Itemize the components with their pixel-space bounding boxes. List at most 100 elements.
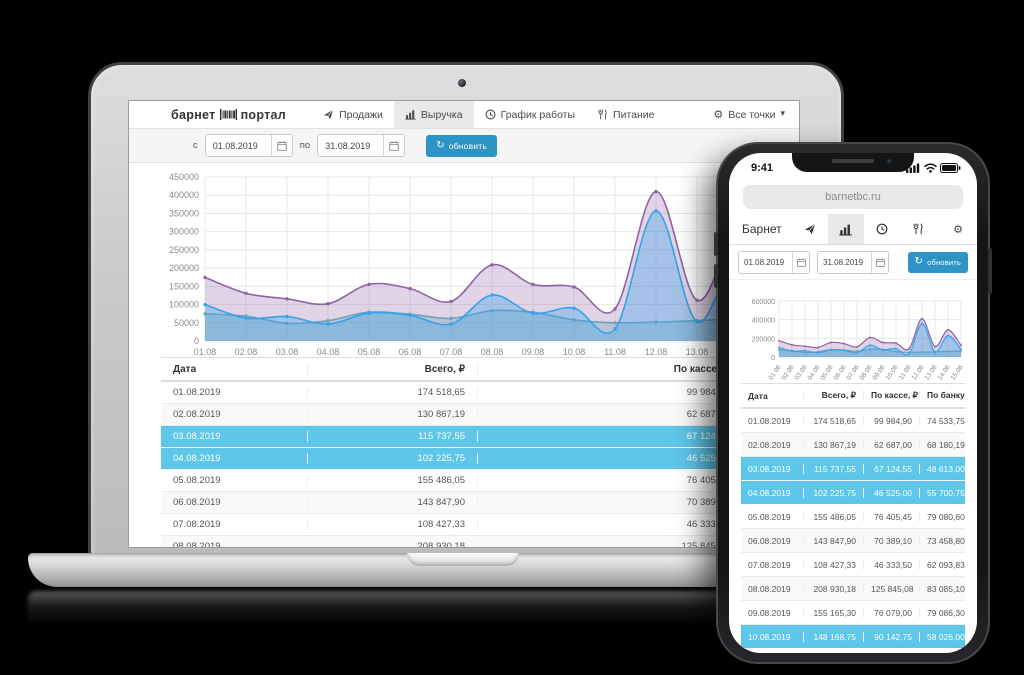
webcam-dot	[458, 79, 466, 87]
date-to-group	[317, 134, 406, 157]
cell-amount: 208 930,18	[803, 583, 863, 594]
status-bar: 9:41	[729, 153, 977, 179]
brand-text-left: барнет	[171, 107, 216, 122]
tab-schedule[interactable]: График работы	[474, 101, 586, 128]
calendar-icon[interactable]	[383, 135, 405, 156]
phone-notch	[792, 153, 914, 172]
tab-food[interactable]	[900, 214, 936, 244]
table-row[interactable]: 03.08.2019 115 737,55 67 124,55	[161, 426, 767, 448]
svg-text:13.08: 13.08	[686, 347, 709, 357]
table-row[interactable]: 04.08.2019 102 225,75 46 525,00 55 700,75	[741, 481, 965, 505]
cell-date: 04.08.2019	[748, 487, 791, 498]
table-row[interactable]: 05.08.2019 155 486,05 76 405,45	[161, 470, 767, 492]
points-label: Все точки	[728, 108, 776, 121]
table-row[interactable]: 01.08.2019 174 518,65 99 984,90 74 533,75	[741, 409, 965, 433]
svg-text:07.08: 07.08	[440, 347, 463, 357]
points-dropdown[interactable]: ⚙ Все точки ▾	[713, 101, 799, 128]
svg-text:02.08: 02.08	[235, 347, 258, 357]
cell-amount: 125 845,08	[477, 541, 741, 547]
brand-logo[interactable]: барнет портал	[129, 101, 312, 128]
tab-sales[interactable]	[792, 214, 828, 244]
svg-text:15.08: 15.08	[950, 364, 965, 382]
table-row[interactable]: 10.08.2019 148 168,75 90 142,75 58 026,00	[741, 625, 965, 649]
top-navbar: барнет портал Продажи Выручка	[129, 101, 799, 129]
tab-label: Выручка	[420, 108, 463, 121]
table-row[interactable]: 02.08.2019 130 867,19 62 687,00 68 180,19	[741, 433, 965, 457]
table-row[interactable]: 06.08.2019 143 847,90 70 389,10 73 458,80	[741, 529, 965, 553]
table-row[interactable]: 08.08.2019 208 930,18 125 845,08 83 085,10	[741, 577, 965, 601]
tab-food[interactable]: Питание	[586, 101, 665, 128]
cell-amount: 58 026,00	[919, 631, 965, 642]
cell-date: 01.08.2019	[748, 415, 791, 426]
svg-text:0: 0	[771, 355, 775, 362]
cell-amount: 148 168,75	[803, 631, 863, 642]
cell-date: 03.08.2019	[748, 463, 791, 474]
calendar-icon[interactable]	[792, 251, 809, 273]
laptop-screen-bezel: барнет портал Продажи Выручка	[88, 62, 844, 562]
url-bar[interactable]: barnetbc.ru	[743, 185, 963, 209]
cell-amount: 174 518,65	[803, 415, 863, 426]
column-header: По кассе, ₽	[477, 363, 741, 375]
cell-amount: 115 737,55	[307, 431, 477, 442]
table-row[interactable]: 03.08.2019 115 737,55 67 124,55 48 613,00	[741, 457, 965, 481]
table-header-row: Дата Всего, ₽По кассе, ₽По банку, ₽	[741, 383, 965, 409]
svg-text:400000: 400000	[752, 318, 775, 325]
phone-brand[interactable]: Барнет	[742, 222, 782, 236]
table-row[interactable]: 07.08.2019 108 427,33 46 333,50	[161, 514, 767, 536]
svg-text:05.08: 05.08	[358, 347, 381, 357]
settings-gear[interactable]: ⚙	[953, 214, 977, 244]
cell-date: 08.08.2019	[748, 583, 791, 594]
phone-mockup: 9:41 barnetbc.ru Барнет	[714, 142, 992, 664]
svg-text:200000: 200000	[752, 336, 775, 343]
svg-text:05.08: 05.08	[820, 364, 835, 382]
table-row[interactable]: 08.08.2019 208 930,18 125 845,08	[161, 536, 767, 547]
svg-text:07.08: 07.08	[846, 364, 861, 382]
tab-sales[interactable]: Продажи	[312, 101, 394, 128]
cell-amount: 90 142,75	[863, 631, 919, 642]
cell-date: 05.08.2019	[748, 511, 791, 522]
date-from-input[interactable]	[739, 251, 792, 273]
date-to-group	[817, 250, 889, 274]
refresh-button[interactable]: ↻ обновить	[907, 251, 968, 273]
cell-date: 01.08.2019	[173, 387, 221, 398]
calendar-icon[interactable]	[871, 251, 888, 273]
tab-label: Продажи	[339, 108, 383, 121]
tab-schedule[interactable]	[864, 214, 900, 244]
cell-amount: 74 533,75	[919, 415, 965, 426]
column-header: Всего, ₽	[307, 363, 477, 375]
cell-amount: 143 847,90	[803, 535, 863, 546]
table-row[interactable]: 07.08.2019 108 427,33 46 333,50 62 093,83	[741, 553, 965, 577]
dart-icon	[804, 223, 816, 235]
tab-revenue[interactable]: Выручка	[393, 101, 474, 128]
phone-date-filter-bar: ↻ обновить	[729, 245, 977, 280]
speaker-icon	[832, 159, 874, 163]
cell-amount: 68 180,19	[919, 439, 965, 450]
refresh-label: обновить	[448, 140, 487, 151]
cell-amount: 102 225,75	[307, 453, 477, 464]
revenue-area-chart-mobile: 020000040000060000001.0802.0803.0804.080…	[752, 299, 965, 382]
svg-text:400000: 400000	[169, 190, 199, 200]
date-to-input[interactable]	[318, 135, 384, 156]
table-row[interactable]: 02.08.2019 130 867,19 62 687,00	[161, 404, 767, 426]
svg-text:12.08: 12.08	[645, 347, 668, 357]
table-row[interactable]: 09.08.2019 155 165,30 76 079,00 79 086,30	[741, 601, 965, 625]
table-row[interactable]: 04.08.2019 102 225,75 46 525,00	[161, 448, 767, 470]
status-time: 9:41	[751, 162, 774, 174]
svg-text:10.08: 10.08	[885, 364, 900, 382]
svg-text:01.08: 01.08	[768, 364, 783, 382]
cell-amount: 83 085,10	[919, 583, 965, 594]
tab-revenue[interactable]	[827, 214, 864, 244]
date-from-input[interactable]	[205, 135, 271, 156]
brand-text-right: портал	[240, 107, 287, 122]
utensils-icon	[598, 109, 607, 120]
date-to-input[interactable]	[818, 251, 871, 273]
gear-icon: ⚙	[713, 108, 724, 121]
table-row[interactable]: 01.08.2019 174 518,65 99 984,90	[161, 382, 767, 404]
calendar-icon[interactable]	[270, 135, 292, 156]
table-row[interactable]: 05.08.2019 155 486,05 76 405,45 79 080,60	[741, 505, 965, 529]
table-row[interactable]: 06.08.2019 143 847,90 70 389,10	[161, 492, 767, 514]
camera-icon	[887, 159, 892, 164]
refresh-button[interactable]: ↻ обновить	[426, 134, 497, 157]
cell-amount: 102 225,75	[803, 487, 863, 498]
cell-date: 05.08.2019	[173, 475, 221, 486]
